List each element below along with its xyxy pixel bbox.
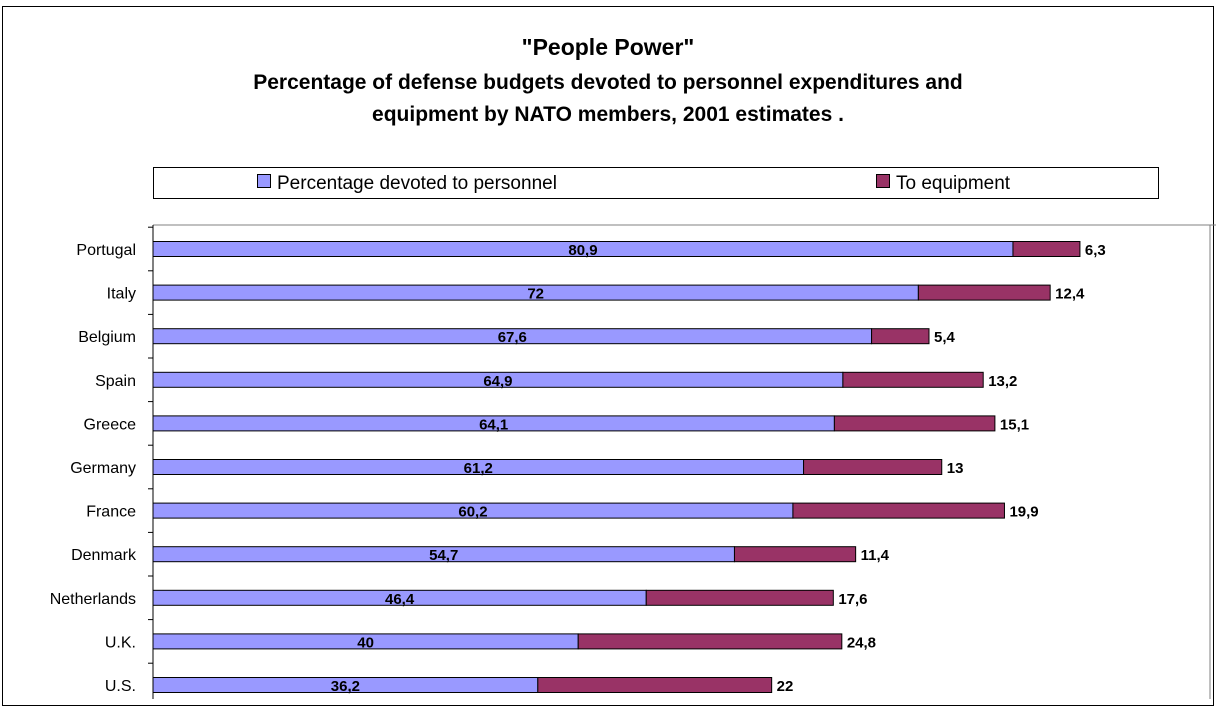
data-label-personnel-greece: 64,1 [479, 416, 508, 433]
data-label-equipment-greece: 15,1 [1000, 416, 1029, 433]
category-label-u-k: U.K. [105, 634, 136, 651]
legend-swatch-personnel [257, 174, 271, 188]
category-label-denmark: Denmark [71, 547, 137, 564]
chart-subtitle-line-2: equipment by NATO members, 2001 estimate… [372, 103, 844, 126]
bar-equipment-portugal [1012, 241, 1081, 257]
data-label-personnel-belgium: 67,6 [498, 329, 527, 346]
category-label-italy: Italy [107, 286, 136, 303]
data-label-equipment-u-s: 22 [777, 678, 794, 695]
chart-subtitle-line-1: Percentage of defense budgets devoted to… [253, 71, 963, 94]
bar-equipment-u-s [537, 677, 773, 693]
bar-equipment-germany [803, 459, 943, 475]
data-label-personnel-france: 60,2 [458, 504, 487, 521]
data-label-personnel-spain: 64,9 [483, 373, 512, 390]
data-label-equipment-germany: 13 [947, 460, 964, 477]
category-label-france: France [86, 504, 136, 521]
category-label-spain: Spain [95, 373, 136, 390]
legend-label-equipment: To equipment [896, 173, 1011, 194]
data-label-personnel-portugal: 80,9 [568, 242, 597, 259]
category-label-netherlands: Netherlands [50, 591, 136, 608]
data-label-personnel-italy: 72 [527, 286, 544, 303]
data-label-equipment-denmark: 11,4 [861, 547, 890, 564]
data-label-equipment-u-k: 24,8 [847, 634, 876, 651]
category-label-u-s: U.S. [105, 678, 136, 695]
data-label-personnel-germany: 61,2 [464, 460, 493, 477]
data-label-personnel-u-s: 36,2 [331, 678, 360, 695]
data-label-personnel-u-k: 40 [357, 634, 374, 651]
data-label-personnel-netherlands: 46,4 [385, 591, 415, 608]
data-label-equipment-france: 19,9 [1009, 504, 1038, 521]
data-label-equipment-belgium: 5,4 [934, 329, 956, 346]
bar-equipment-belgium [871, 328, 930, 345]
data-label-personnel-denmark: 54,7 [429, 547, 458, 564]
category-label-belgium: Belgium [78, 329, 136, 346]
legend-item-equipment: To equipment [876, 173, 1010, 195]
data-label-equipment-netherlands: 17,6 [838, 591, 867, 608]
category-label-germany: Germany [70, 460, 136, 477]
bar-equipment-netherlands [645, 589, 834, 606]
bar-equipment-u-k [577, 633, 843, 650]
bar-equipment-italy [917, 284, 1051, 301]
data-label-equipment-spain: 13,2 [988, 373, 1017, 390]
legend-item-personnel: Percentage devoted to personnel [257, 173, 557, 195]
chart-frame [2, 6, 1214, 706]
chart-title: "People Power" [521, 34, 695, 60]
legend-swatch-equipment [876, 174, 890, 188]
bar-equipment-spain [842, 371, 984, 388]
data-label-equipment-italy: 12,4 [1055, 286, 1085, 303]
bar-equipment-france [792, 502, 1005, 519]
category-label-portugal: Portugal [76, 242, 136, 259]
chart-legend: Percentage devoted to personnel To equip… [153, 167, 1159, 199]
category-label-greece: Greece [84, 416, 137, 433]
bar-equipment-greece [833, 415, 996, 432]
data-label-equipment-portugal: 6,3 [1085, 242, 1106, 259]
legend-label-personnel: Percentage devoted to personnel [277, 173, 557, 194]
bar-equipment-denmark [733, 546, 857, 563]
